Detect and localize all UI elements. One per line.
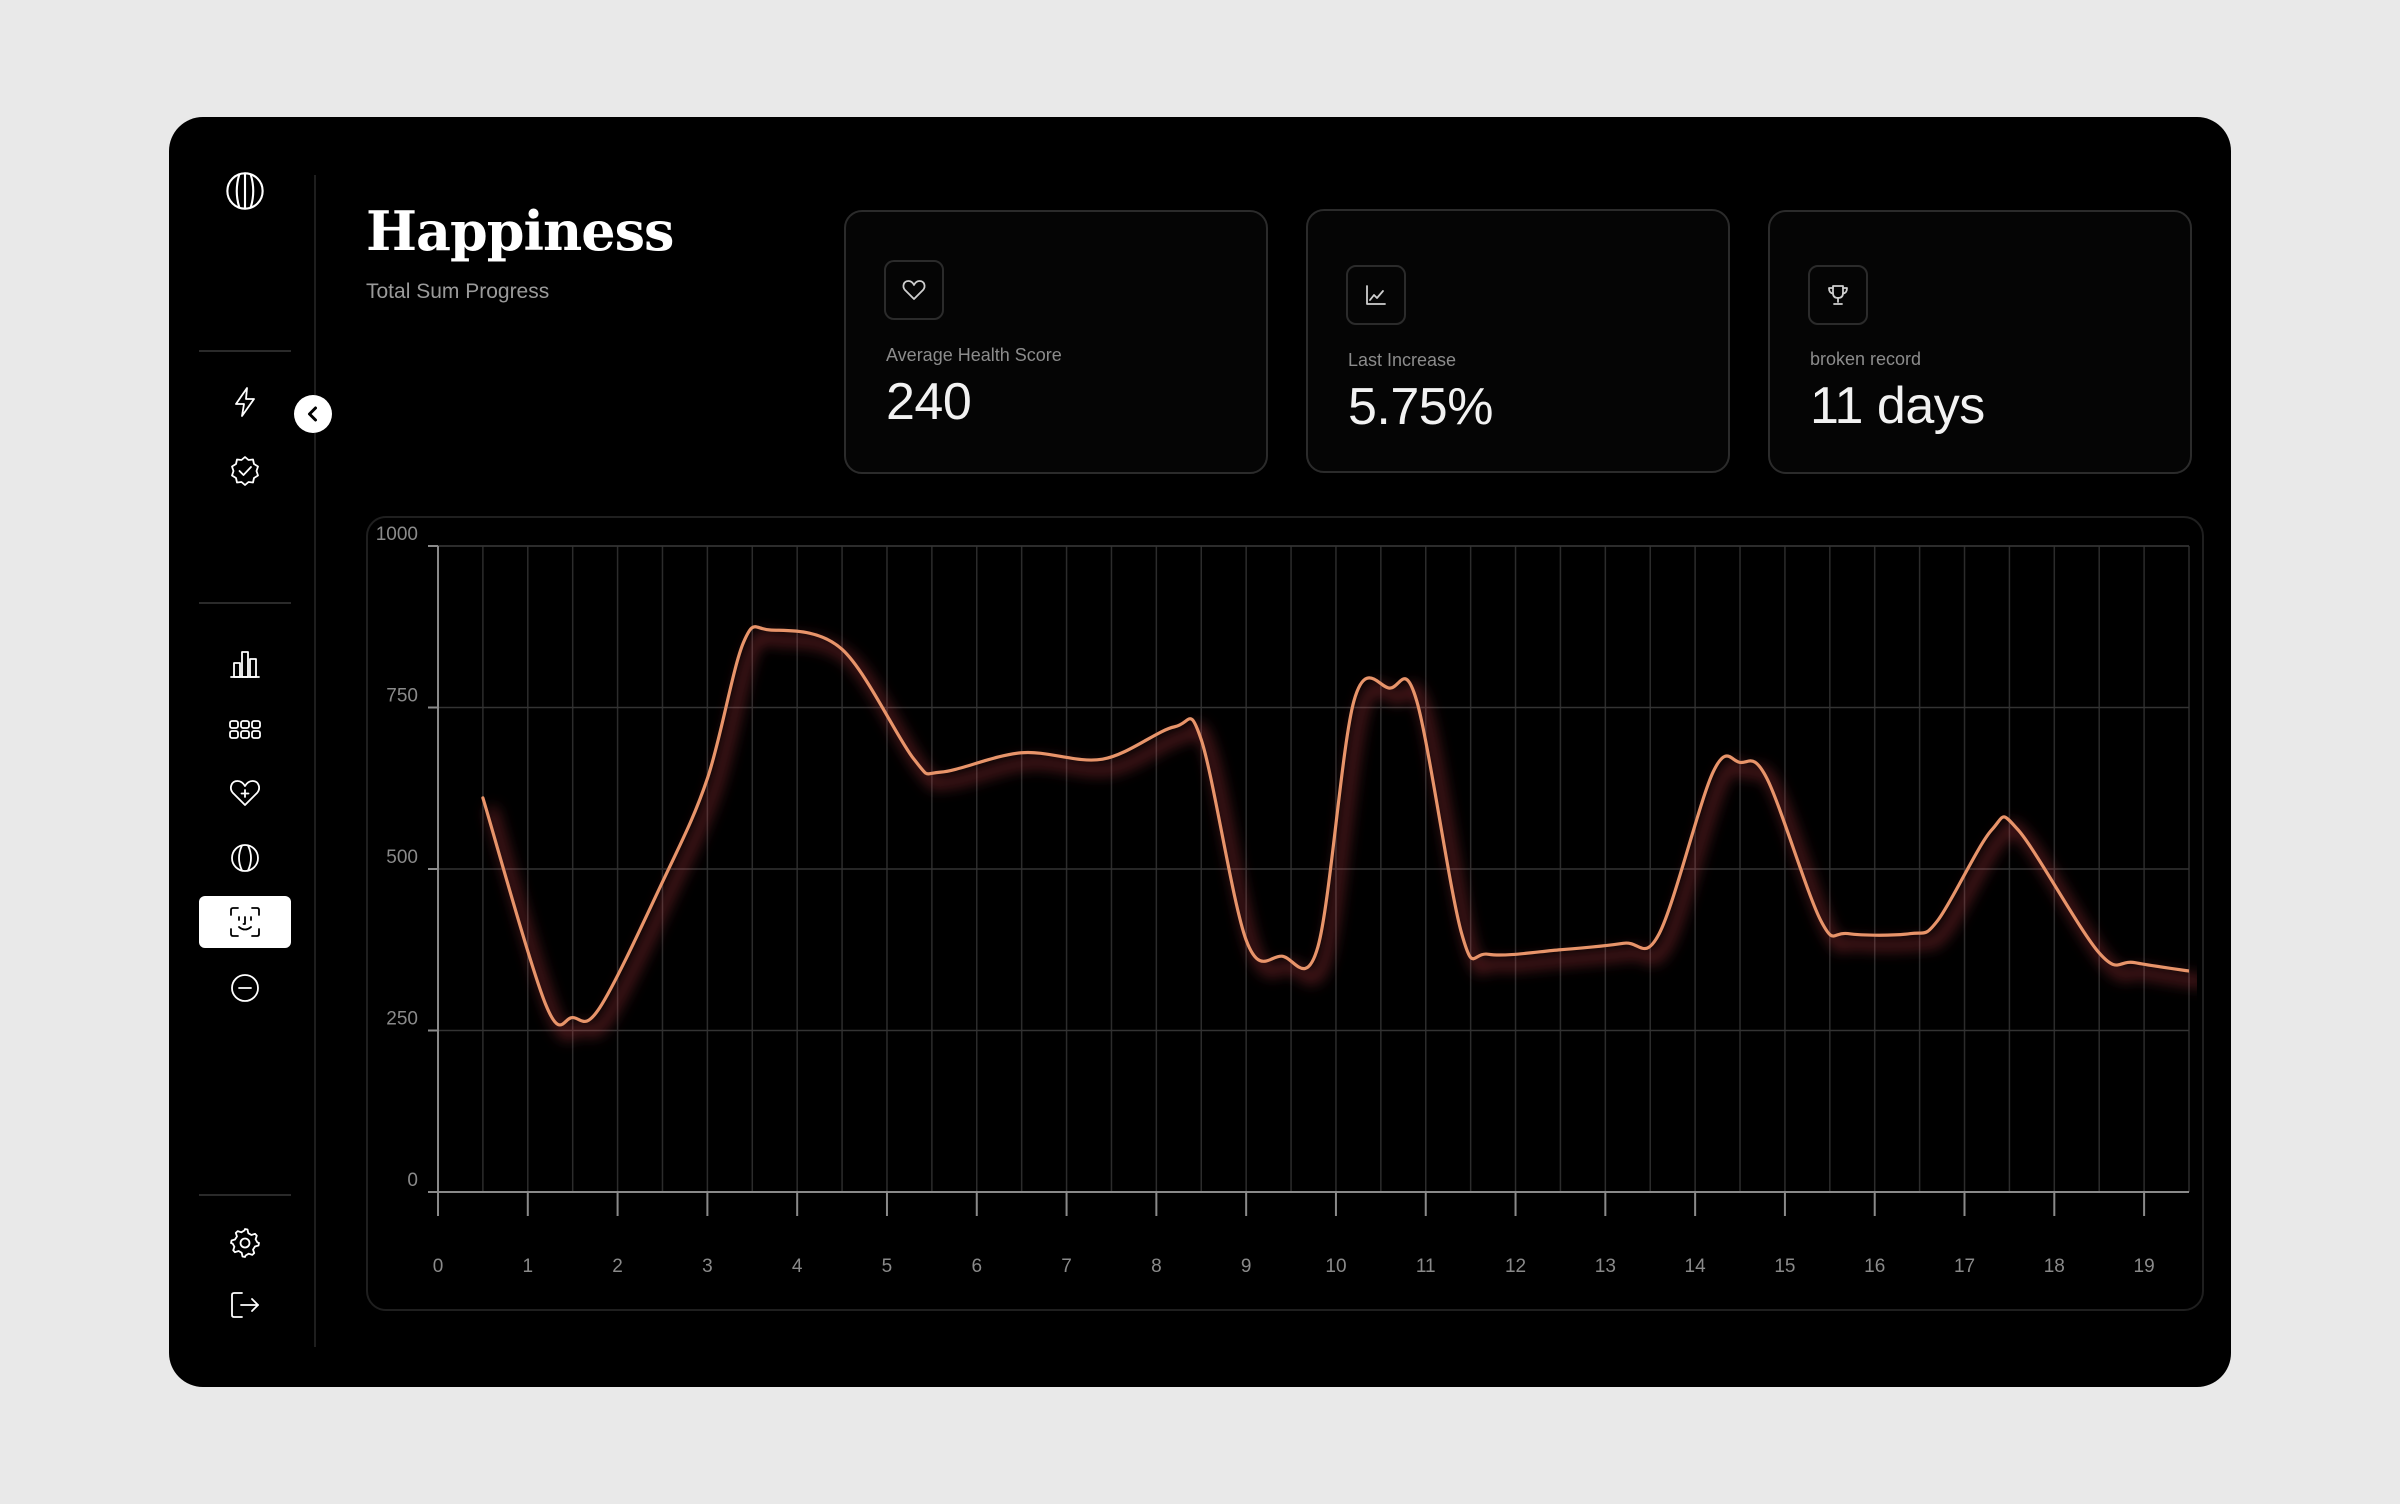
card-value: 11 days — [1810, 377, 1985, 435]
page-title: Happiness — [366, 199, 674, 263]
happiness-line-chart: 0 250 500 750 1000 0 1 2 3 4 5 6 7 8 9 10 11 12 13 14 15 16 17… — [366, 516, 2204, 1311]
settings-icon[interactable] — [223, 1221, 267, 1265]
x-tick-label: 0 — [433, 1256, 444, 1277]
x-tick-label: 6 — [971, 1256, 982, 1277]
y-tick-label: 250 — [386, 1009, 418, 1030]
stat-card-average-health[interactable]: Average Health Score 240 — [844, 210, 1268, 474]
card-value: 5.75% — [1348, 378, 1493, 436]
logo-icon[interactable] — [223, 169, 267, 213]
trophy-icon — [1808, 265, 1868, 325]
card-label: Last Increase — [1348, 350, 1457, 370]
line-chart-icon — [1346, 265, 1406, 325]
x-tick-label: 12 — [1505, 1256, 1526, 1277]
card-value: 240 — [886, 373, 972, 431]
x-tick-label: 18 — [2044, 1256, 2065, 1277]
app-window: Happiness Total Sum Progress Average Hea… — [169, 117, 2231, 1387]
x-tick-label: 8 — [1151, 1256, 1162, 1277]
series-line-glow — [486, 631, 2197, 1040]
page-subtitle: Total Sum Progress — [366, 280, 550, 303]
grid-icon[interactable] — [223, 707, 267, 751]
x-tick-label: 2 — [612, 1256, 623, 1277]
stat-card-last-increase[interactable]: Last Increase 5.75% — [1306, 209, 1730, 473]
x-tick-label: 17 — [1954, 1256, 1975, 1277]
chevron-left-icon — [308, 406, 317, 422]
series-line — [481, 625, 2189, 1027]
x-tick-label: 16 — [1864, 1256, 1885, 1277]
bar-chart-icon[interactable] — [223, 642, 267, 686]
x-tick-label: 3 — [702, 1256, 713, 1277]
x-tick-label: 5 — [882, 1256, 893, 1277]
x-tick-label: 4 — [792, 1256, 803, 1277]
heart-icon — [884, 260, 944, 320]
sidebar-divider — [199, 602, 291, 604]
x-tick-label: 7 — [1061, 1256, 1072, 1277]
y-tick-label: 750 — [386, 686, 418, 707]
minus-circle-icon[interactable] — [223, 966, 267, 1010]
y-tick-label: 1000 — [376, 524, 418, 545]
logout-icon[interactable] — [223, 1283, 267, 1327]
x-tick-label: 14 — [1685, 1256, 1707, 1277]
x-tick-label: 13 — [1595, 1256, 1616, 1277]
sidebar-divider — [199, 1194, 291, 1196]
collapse-sidebar-button[interactable] — [294, 395, 332, 433]
sidebar-divider — [199, 350, 291, 352]
x-tick-label: 10 — [1325, 1256, 1346, 1277]
lightning-icon[interactable] — [223, 380, 267, 424]
x-tick-label: 11 — [1416, 1256, 1436, 1277]
card-label: Average Health Score — [886, 345, 1062, 365]
globe-icon[interactable] — [223, 836, 267, 880]
x-tick-label: 19 — [2134, 1256, 2155, 1277]
face-scan-icon[interactable] — [199, 896, 291, 948]
card-label: broken record — [1810, 349, 1922, 369]
sidebar-border — [314, 175, 316, 1347]
stat-card-broken-record[interactable]: broken record 11 days — [1768, 210, 2192, 474]
x-tick-label: 1 — [523, 1256, 534, 1277]
x-tick-label: 9 — [1241, 1256, 1252, 1277]
heart-plus-icon[interactable] — [223, 771, 267, 815]
y-tick-label: 500 — [386, 847, 418, 868]
verified-check-icon[interactable] — [223, 449, 267, 493]
y-tick-label: 0 — [407, 1170, 418, 1191]
x-tick-label: 15 — [1774, 1256, 1795, 1277]
